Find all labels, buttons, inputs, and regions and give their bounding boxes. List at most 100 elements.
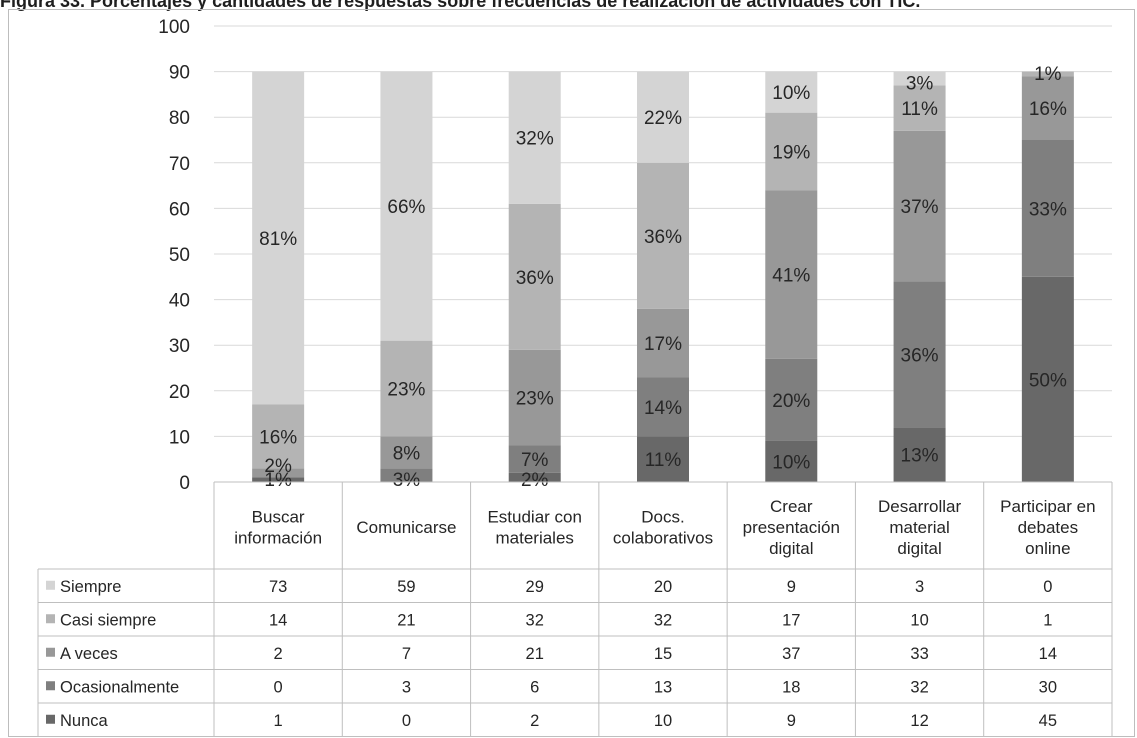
legend-label: A veces: [60, 645, 118, 663]
bar-segment: [1021, 76, 1074, 140]
table-cell: 21: [397, 611, 415, 629]
table-cell: 0: [274, 678, 283, 696]
data-label: 36%: [516, 268, 554, 289]
table-cell: 1: [1043, 611, 1052, 629]
data-label: 14%: [644, 398, 682, 419]
bar-segment: [508, 71, 561, 204]
y-tick-label: 80: [169, 108, 190, 129]
bar-segment: [893, 71, 946, 86]
table-cell: 12: [910, 712, 928, 730]
bar-segment: [637, 436, 689, 482]
category-label: Crear: [770, 497, 813, 516]
bar-segment: [765, 358, 818, 441]
table-cell: 45: [1039, 712, 1057, 730]
data-label: 32%: [516, 129, 554, 150]
bar-segment: [893, 281, 946, 428]
data-label: 8%: [393, 443, 421, 464]
bar-segment: [252, 404, 305, 469]
category-label: Estudiar con: [487, 508, 582, 527]
table-cell: 32: [654, 611, 672, 629]
table-cell: 29: [526, 578, 544, 596]
data-label: 19%: [772, 142, 810, 163]
data-label: 50%: [1029, 370, 1067, 391]
category-label: material: [889, 518, 949, 537]
y-tick-label: 40: [169, 291, 190, 312]
data-label: 22%: [644, 108, 682, 129]
legend-key: [46, 681, 55, 691]
category-label: Buscar: [252, 508, 305, 527]
bar-segment: [637, 71, 689, 163]
table-cell: 6: [530, 678, 539, 696]
y-tick-label: 100: [158, 17, 190, 38]
category-label: digital: [769, 539, 813, 558]
data-label: 17%: [644, 334, 682, 355]
bar-segment: [893, 130, 946, 282]
legend-key: [46, 647, 55, 657]
table-cell: 13: [654, 678, 672, 696]
table-cell: 9: [787, 578, 796, 596]
data-label: 33%: [1029, 199, 1067, 220]
y-tick-label: 0: [179, 473, 190, 494]
data-label: 3%: [906, 73, 934, 94]
legend-key: [46, 714, 55, 724]
data-label: 10%: [772, 452, 810, 473]
bar-segment: [893, 85, 946, 131]
bar-segment: [380, 468, 433, 482]
data-label: 3%: [393, 470, 421, 491]
bar-segment: [765, 71, 818, 113]
category-label: materiales: [496, 529, 574, 548]
data-label: 37%: [901, 197, 939, 218]
legend-key: [46, 614, 55, 624]
category-label: Desarrollar: [878, 497, 961, 516]
table-cell: 0: [402, 712, 411, 730]
table-cell: 10: [910, 611, 928, 629]
bar-segment: [1021, 140, 1074, 277]
table-cell: 21: [526, 645, 544, 663]
data-label: 13%: [901, 446, 939, 467]
category-label: colaborativos: [613, 529, 713, 548]
legend-key: [46, 580, 55, 590]
bar-segment: [765, 112, 818, 191]
table-cell: 7: [402, 645, 411, 663]
legend-label: Ocasionalmente: [60, 678, 179, 696]
table-cell: 3: [402, 678, 411, 696]
table-cell: 32: [526, 611, 544, 629]
bar-segment: [252, 71, 305, 405]
data-label: 36%: [901, 345, 939, 366]
bar-segment: [765, 440, 818, 482]
bar-segment: [380, 71, 433, 341]
table-cell: 17: [782, 611, 800, 629]
bar-segment: [252, 468, 305, 478]
data-label: 41%: [772, 266, 810, 287]
data-label: 10%: [772, 83, 810, 104]
data-label: 1%: [1034, 64, 1062, 85]
table-cell: 20: [654, 578, 672, 596]
table-cell: 30: [1039, 678, 1057, 696]
data-label: 36%: [644, 227, 682, 248]
data-label: 2%: [264, 456, 292, 477]
table-cell: 73: [269, 578, 287, 596]
bar-segment: [380, 340, 433, 437]
category-label: Participar en: [1000, 497, 1095, 516]
bar-segment: [1021, 276, 1074, 482]
category-label: presentación: [743, 518, 840, 537]
table-cell: 18: [782, 678, 800, 696]
category-label: digital: [897, 539, 941, 558]
table-cell: 2: [274, 645, 283, 663]
bar-segment: [508, 203, 561, 350]
y-tick-label: 30: [169, 336, 190, 357]
data-label: 81%: [259, 229, 297, 250]
bar-segment: [380, 436, 433, 469]
category-label: online: [1025, 539, 1070, 558]
table-cell: 9: [787, 712, 796, 730]
bar-segment: [637, 308, 689, 378]
data-label: 20%: [772, 391, 810, 412]
table-cell: 15: [654, 645, 672, 663]
y-tick-label: 60: [169, 199, 190, 220]
bar-segment: [637, 377, 689, 437]
category-label: Comunicarse: [356, 518, 456, 537]
bar-segment: [508, 349, 561, 446]
table-cell: 0: [1043, 578, 1052, 596]
y-tick-label: 50: [169, 245, 190, 266]
